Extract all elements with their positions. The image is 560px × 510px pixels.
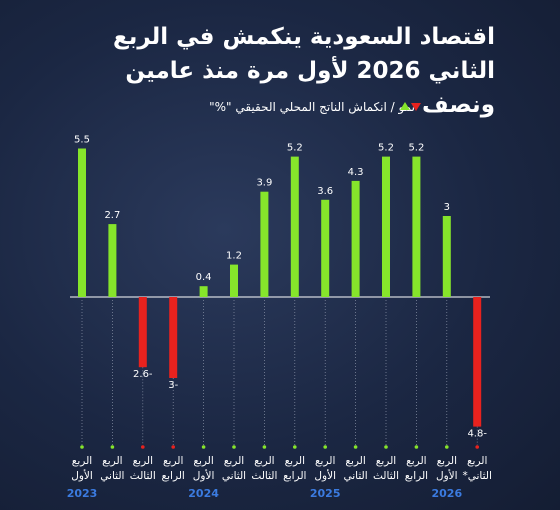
value-label: 2.7 [104, 210, 120, 221]
bar [78, 148, 86, 297]
bar [230, 264, 238, 297]
guide-dot [475, 445, 480, 449]
x-tick-label: الربع الثالث [373, 455, 399, 482]
guide-dot [232, 445, 236, 449]
year-label: 2026 [431, 487, 463, 500]
bar [260, 191, 269, 297]
guide-dot [323, 445, 328, 449]
legend-down-icon [411, 103, 421, 111]
chart-title: اقتصاد السعودية ينكمش في الربع الثاني 20… [112, 24, 495, 118]
value-label: 4.8- [467, 429, 487, 440]
value-label: 3.6 [317, 186, 333, 197]
guide-dot [262, 445, 267, 449]
value-label: 3- [168, 380, 178, 391]
bar [199, 286, 208, 297]
bar [290, 156, 299, 297]
x-tick-label: الربع الأول [435, 455, 458, 482]
bar [351, 180, 360, 297]
x-tick-label: الربع الثالث [129, 455, 156, 482]
x-tick-label: الربع الثالث [251, 455, 278, 482]
guide-dot [141, 445, 145, 449]
x-tick-label: الربع الأول [71, 455, 93, 482]
value-label: 3 [444, 202, 450, 213]
value-label: 1.2 [226, 251, 242, 262]
bar [412, 156, 421, 297]
bar [382, 156, 390, 297]
year-label: 2025 [309, 487, 341, 500]
bar [138, 297, 147, 368]
bar [321, 199, 330, 297]
x-tick-label: الربع الرابع [283, 455, 307, 482]
value-label: 2.6- [133, 369, 153, 380]
guide-dot [80, 445, 84, 449]
value-label: 5.2 [378, 143, 394, 154]
value-label: 5.2 [287, 143, 303, 154]
x-tick-label: الربع الثاني [100, 455, 125, 482]
x-tick-label: الربع الرابع [404, 455, 429, 482]
value-label: 0.4 [196, 272, 212, 283]
x-tick-label: الربع الرابع [161, 455, 185, 482]
guide-dot [445, 445, 449, 449]
value-label: 4.3 [348, 167, 364, 178]
x-tick-label: الربع الثاني [221, 455, 247, 482]
guide-dot [414, 445, 419, 449]
year-label: 2023 [66, 487, 98, 500]
bar [169, 297, 178, 378]
x-tick-label: الربع الأول [314, 455, 336, 482]
year-label: 2024 [188, 487, 219, 500]
guide-dot [110, 445, 115, 449]
bar [473, 297, 482, 427]
value-label: 5.5 [74, 135, 90, 146]
value-label: 5.2 [408, 143, 424, 154]
guide-dot [171, 445, 175, 449]
guide-dot [201, 445, 206, 449]
x-tick-label: الربع الأول [192, 455, 215, 482]
x-tick-label: الربع الثاني [343, 455, 368, 482]
guide-dot [293, 445, 297, 449]
value-label: 3.9 [256, 178, 272, 189]
x-tick-label: الربع الثاني* [462, 455, 492, 482]
guide-dot [353, 445, 358, 449]
guide-dot [384, 445, 388, 449]
bar [442, 216, 451, 297]
legend-label: نمو / انكماش الناتج المحلي الحقيقي "%" [209, 100, 415, 114]
bar [108, 224, 117, 297]
legend-up-icon [400, 102, 410, 110]
